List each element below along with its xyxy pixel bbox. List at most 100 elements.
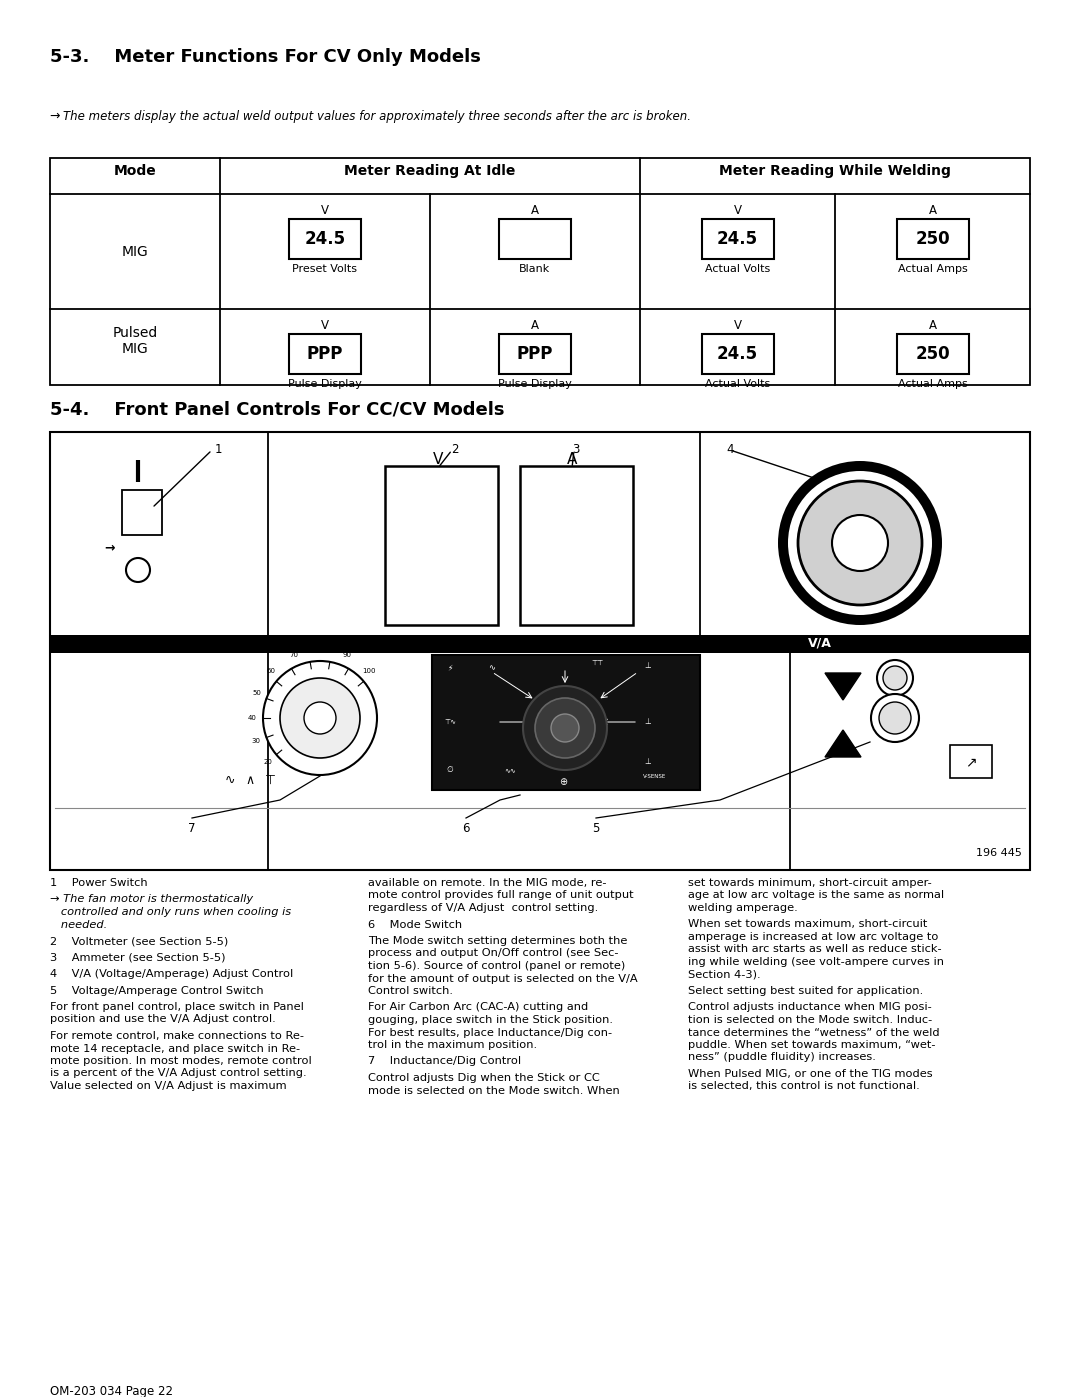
Circle shape (551, 714, 579, 742)
Text: Meter Reading At Idle: Meter Reading At Idle (345, 163, 515, 177)
Circle shape (788, 471, 932, 615)
Text: 2    Voltmeter (see Section 5-5): 2 Voltmeter (see Section 5-5) (50, 936, 228, 946)
Circle shape (870, 694, 919, 742)
Text: The meters display the actual weld output values for approximately three seconds: The meters display the actual weld outpu… (63, 110, 691, 123)
Circle shape (523, 686, 607, 770)
Text: V: V (433, 453, 443, 467)
Text: 4    V/A (Voltage/Amperage) Adjust Control: 4 V/A (Voltage/Amperage) Adjust Control (50, 970, 294, 979)
Text: mote 14 receptacle, and place switch in Re-: mote 14 receptacle, and place switch in … (50, 1044, 300, 1053)
Bar (127, 495, 157, 529)
Text: Actual Amps: Actual Amps (897, 264, 968, 274)
Text: 3    Ammeter (see Section 5-5): 3 Ammeter (see Section 5-5) (50, 953, 226, 963)
Text: 6: 6 (462, 821, 470, 835)
Text: is a percent of the V/A Adjust control setting.: is a percent of the V/A Adjust control s… (50, 1069, 307, 1078)
Text: tion is selected on the Mode switch. Induc-: tion is selected on the Mode switch. Ind… (688, 1016, 932, 1025)
Text: Value selected on V/A Adjust is maximum: Value selected on V/A Adjust is maximum (50, 1081, 286, 1091)
Text: V-SENSE: V-SENSE (644, 774, 666, 780)
Text: tance determines the “wetness” of the weld: tance determines the “wetness” of the we… (688, 1028, 940, 1038)
Text: gouging, place switch in the Stick position.: gouging, place switch in the Stick posit… (368, 1016, 613, 1025)
Circle shape (883, 666, 907, 690)
Text: V/A: V/A (808, 637, 832, 650)
Text: 7    Inductance/Dig Control: 7 Inductance/Dig Control (368, 1056, 522, 1066)
Text: Actual Amps: Actual Amps (897, 379, 968, 388)
Text: → ⁣The fan motor is thermostatically: → ⁣The fan motor is thermostatically (50, 894, 253, 904)
Bar (499, 219, 571, 258)
Text: available on remote. In the MIG mode, re-: available on remote. In the MIG mode, re… (368, 877, 607, 888)
Text: 1    Power Switch: 1 Power Switch (50, 877, 148, 888)
Circle shape (126, 557, 150, 583)
Circle shape (264, 661, 377, 775)
Text: 5    Voltage/Amperage Control Switch: 5 Voltage/Amperage Control Switch (50, 985, 264, 996)
Text: 4: 4 (726, 443, 733, 455)
Text: A: A (531, 204, 539, 217)
Text: For Air Carbon Arc (CAC-A) cutting and: For Air Carbon Arc (CAC-A) cutting and (368, 1003, 589, 1013)
Text: V: V (733, 204, 742, 217)
Text: OM-203 034 Page 22: OM-203 034 Page 22 (50, 1384, 173, 1397)
Circle shape (832, 515, 888, 571)
Circle shape (877, 659, 913, 696)
Text: 2: 2 (451, 443, 459, 455)
Polygon shape (825, 673, 861, 700)
Text: 6    Mode Switch: 6 Mode Switch (368, 919, 462, 929)
Text: ∧: ∧ (245, 774, 254, 787)
Text: ⊤∿: ⊤∿ (444, 719, 456, 725)
Text: V: V (321, 319, 329, 332)
Text: 24.5: 24.5 (717, 345, 758, 363)
Text: A: A (929, 204, 936, 217)
Circle shape (798, 481, 922, 605)
Text: 100: 100 (362, 668, 376, 673)
Text: ⊥: ⊥ (645, 661, 651, 669)
Bar (702, 334, 773, 374)
Bar (432, 655, 700, 789)
Text: 1: 1 (214, 443, 221, 455)
Text: 24.5: 24.5 (717, 231, 758, 249)
Text: age at low arc voltage is the same as normal: age at low arc voltage is the same as no… (688, 890, 944, 901)
Bar (384, 467, 498, 624)
Text: V: V (733, 319, 742, 332)
Text: assist with arc starts as well as reduce stick-: assist with arc starts as well as reduce… (688, 944, 942, 954)
Text: ⊕: ⊕ (559, 777, 567, 787)
Bar (702, 219, 773, 258)
Text: 20: 20 (264, 759, 272, 764)
Text: 5-4.    Front Panel Controls For CC/CV Models: 5-4. Front Panel Controls For CC/CV Mode… (50, 400, 504, 418)
Text: 90: 90 (342, 652, 351, 658)
Text: 5-3.    Meter Functions For CV Only Models: 5-3. Meter Functions For CV Only Models (50, 47, 481, 66)
Text: 24.5: 24.5 (305, 231, 346, 249)
Text: process and output On/Off control (see Sec-: process and output On/Off control (see S… (368, 949, 619, 958)
Bar (289, 219, 361, 258)
Text: ⊤: ⊤ (265, 774, 275, 787)
Text: Select setting best suited for application.: Select setting best suited for applicati… (688, 986, 923, 996)
Circle shape (535, 698, 595, 759)
Text: Blank: Blank (519, 264, 551, 274)
Text: controlled and only runs when cooling is: controlled and only runs when cooling is (50, 907, 292, 916)
Text: ∅: ∅ (447, 766, 454, 774)
Text: welding amperage.: welding amperage. (688, 902, 798, 914)
Text: For best results, place Inductance/Dig con-: For best results, place Inductance/Dig c… (368, 1028, 612, 1038)
Text: For remote control, make connections to Re-: For remote control, make connections to … (50, 1031, 303, 1041)
Text: Control adjusts Dig when the Stick or CC: Control adjusts Dig when the Stick or CC (368, 1073, 599, 1083)
Text: mode is selected on the Mode switch. When: mode is selected on the Mode switch. Whe… (368, 1085, 620, 1095)
Text: ∿∿: ∿∿ (504, 767, 516, 773)
Text: 50: 50 (253, 690, 261, 696)
Text: puddle. When set towards maximum, “wet-: puddle. When set towards maximum, “wet- (688, 1039, 935, 1051)
Text: Actual Volts: Actual Volts (705, 379, 770, 388)
Text: 250: 250 (915, 231, 949, 249)
Text: Preset Volts: Preset Volts (293, 264, 357, 274)
Bar (519, 467, 633, 624)
Text: 50: 50 (311, 638, 321, 648)
Text: position and use the V/A Adjust control.: position and use the V/A Adjust control. (50, 1014, 275, 1024)
Text: tion 5-6). Source of control (panel or remote): tion 5-6). Source of control (panel or r… (368, 961, 625, 971)
Text: 250: 250 (915, 345, 949, 363)
Text: ↗: ↗ (966, 754, 976, 768)
Polygon shape (825, 731, 861, 757)
Text: →: → (105, 542, 116, 555)
Text: trol in the maximum position.: trol in the maximum position. (368, 1039, 537, 1051)
Text: Pulse Display: Pulse Display (498, 379, 572, 388)
Text: Actual Volts: Actual Volts (705, 264, 770, 274)
Text: The Mode switch setting determines both the: The Mode switch setting determines both … (368, 936, 627, 946)
Text: V: V (321, 204, 329, 217)
Bar (499, 334, 571, 374)
Text: ⊥: ⊥ (645, 757, 651, 767)
Text: MIG: MIG (122, 244, 148, 258)
Bar (50, 158, 1030, 386)
